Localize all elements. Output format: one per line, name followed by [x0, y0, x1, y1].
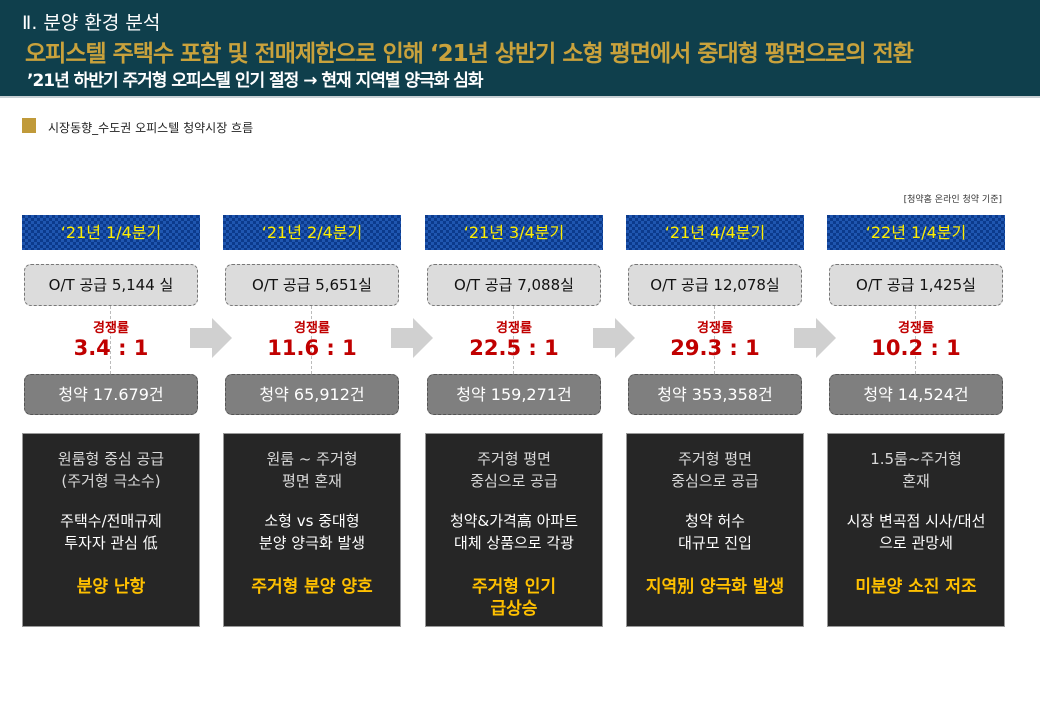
ratio-label: 경쟁률 — [697, 321, 733, 336]
desc-line: 원룸 ~ 주거형 — [266, 450, 358, 468]
ratio-label: 경쟁률 — [93, 321, 129, 336]
subscription-box: 청약 353,358건 — [628, 374, 802, 415]
section-title: 시장동향_수도권 오피스텔 청약시장 흐름 — [48, 121, 254, 135]
desc-line: 1.5룸~주거형 — [870, 450, 962, 468]
desc-line: 시장 변곡점 시사/대선 — [846, 512, 986, 530]
quarter-header: ‘21년 1/4분기 — [22, 215, 200, 250]
connector-line — [714, 306, 715, 374]
desc-line: 소형 vs 중대형 — [264, 512, 360, 530]
quarter-header: ‘21년 3/4분기 — [425, 215, 603, 250]
desc-line: 청약&가격高 아파트 — [449, 512, 579, 530]
ratio-value: 22.5 : 1 — [469, 336, 559, 360]
desc-line: 급상승 — [490, 599, 538, 619]
ratio-value: 3.4 : 1 — [73, 336, 149, 360]
sub-headline: ’21년 하반기 주거형 오피스텔 인기 절정 → 현재 지역별 양극화 심화 — [27, 71, 484, 91]
desc-line: 분양 난항 — [76, 577, 146, 597]
supply-box: O/T 공급 1,425실 — [829, 264, 1003, 306]
arrow-right-icon — [190, 318, 232, 358]
subscription-box: 청약 65,912건 — [225, 374, 399, 415]
desc-line: 원룸형 중심 공급 — [57, 450, 165, 468]
arrow-right-icon — [391, 318, 433, 358]
supply-box: O/T 공급 5,144 실 — [24, 264, 198, 306]
quarter-header: ‘22년 1/4분기 — [827, 215, 1005, 250]
desc-line: 주거형 평면 — [678, 450, 752, 468]
desc-line: 주거형 평면 — [477, 450, 551, 468]
subscription-box: 청약 159,271건 — [427, 374, 601, 415]
ratio-label: 경쟁률 — [496, 321, 532, 336]
source-note: [청약홈 온라인 청약 기준] — [903, 195, 1002, 205]
quarter-header: ‘21년 4/4분기 — [626, 215, 804, 250]
main-headline: 오피스텔 주택수 포함 및 전매제한으로 인해 ‘21년 상반기 소형 평면에서… — [25, 41, 914, 67]
ratio-label: 경쟁률 — [898, 321, 934, 336]
desc-line: (주거형 극소수) — [61, 472, 161, 490]
desc-line: 투자자 관심 低 — [64, 534, 158, 552]
desc-line: 청약 허수 — [685, 512, 745, 530]
desc-line: 대체 상품으로 각광 — [454, 534, 574, 552]
desc-line: 혼재 — [902, 472, 930, 490]
arrow-right-icon — [794, 318, 836, 358]
connector-line — [915, 306, 916, 374]
desc-line: 미분양 소진 저조 — [855, 577, 977, 597]
connector-line — [110, 306, 111, 374]
desc-line: 주택수/전매규제 — [60, 512, 162, 530]
ratio-value: 29.3 : 1 — [670, 336, 760, 360]
desc-line: 중심으로 공급 — [470, 472, 558, 490]
ratio-value: 10.2 : 1 — [871, 336, 961, 360]
subscription-box: 청약 14,524건 — [829, 374, 1003, 415]
desc-line: 으로 관망세 — [879, 534, 953, 552]
section-marker-icon — [22, 118, 36, 133]
page-header: Ⅱ. 분양 환경 분석 오피스텔 주택수 포함 및 전매제한으로 인해 ‘21년… — [0, 0, 1040, 98]
arrow-right-icon — [593, 318, 635, 358]
supply-box: O/T 공급 12,078실 — [628, 264, 802, 306]
desc-line: 평면 혼재 — [282, 472, 342, 490]
subscription-box: 청약 17.679건 — [24, 374, 198, 415]
ratio-label: 경쟁률 — [294, 321, 330, 336]
desc-line: 주거형 분양 양호 — [251, 577, 373, 597]
ratio-value: 11.6 : 1 — [267, 336, 357, 360]
supply-box: O/T 공급 5,651실 — [225, 264, 399, 306]
connector-line — [311, 306, 312, 374]
desc-line: 중심으로 공급 — [671, 472, 759, 490]
desc-line: 주거형 인기 — [471, 577, 557, 597]
desc-line: 지역別 양극화 발생 — [645, 577, 785, 597]
section-heading: Ⅱ. 분양 환경 분석 — [22, 12, 161, 34]
supply-box: O/T 공급 7,088실 — [427, 264, 601, 306]
connector-line — [513, 306, 514, 374]
desc-line: 분양 양극화 발생 — [258, 534, 366, 552]
desc-line: 대규모 진입 — [678, 534, 752, 552]
quarter-header: ‘21년 2/4분기 — [223, 215, 401, 250]
